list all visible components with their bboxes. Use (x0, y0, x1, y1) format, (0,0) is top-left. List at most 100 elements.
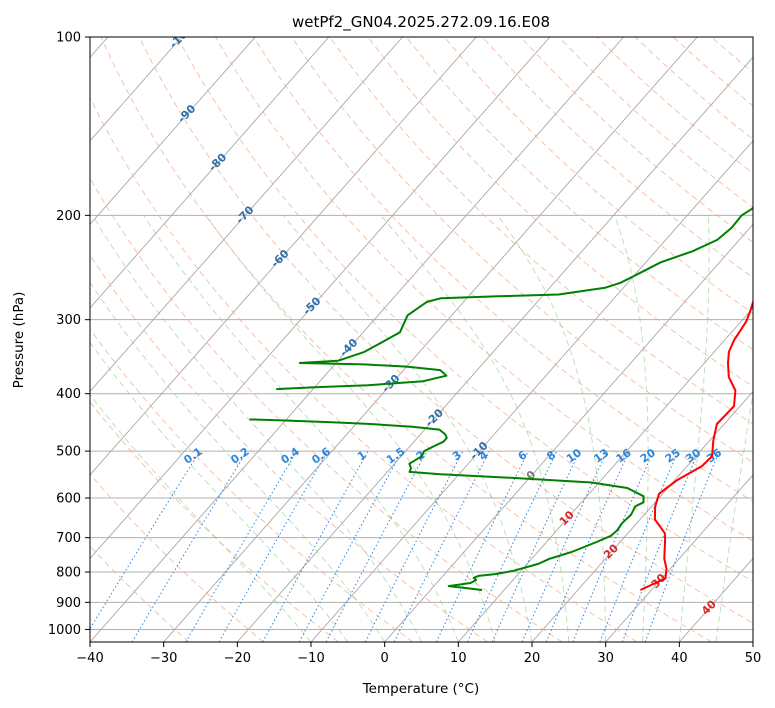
moist-adiabat (283, 215, 533, 642)
moist-adiabat (613, 215, 649, 642)
moist-adiabat (90, 281, 386, 642)
mixing-ratio-label: 10 (564, 446, 584, 466)
moist-adiabat (90, 341, 349, 642)
dry-adiabat (711, 37, 753, 74)
mixing-ratio-line (644, 450, 720, 642)
isotherm-line (90, 37, 256, 226)
dry-adiabat (405, 37, 753, 351)
x-tick-label: 20 (524, 651, 541, 666)
dry-adiabat (90, 328, 414, 642)
chart-title: wetPf2_GN04.2025.272.09.16.E08 (292, 13, 550, 32)
mixing-ratio-label: 36 (704, 446, 724, 466)
y-tick-label: 400 (56, 387, 81, 402)
x-axis-label: Temperature (°C) (362, 681, 480, 697)
y-tick-label: 800 (56, 566, 81, 581)
mixing-ratio-label: 0.2 (228, 445, 251, 467)
isotherm-line (163, 37, 698, 642)
x-tick-label: 30 (597, 651, 614, 666)
dry-adiabat (482, 37, 753, 279)
mixing-ratio-label: 1 (355, 448, 369, 463)
mixing-ratio-line (435, 450, 529, 642)
y-axis-label: Pressure (hPa) (11, 292, 27, 389)
isotherm-line (90, 37, 182, 142)
background-reference-lines (90, 37, 753, 642)
x-tick-label: −40 (76, 651, 103, 666)
mixing-ratio-label: 20 (638, 446, 658, 466)
moist-adiabat (497, 215, 607, 642)
mixing-ratio-label: 13 (591, 446, 611, 465)
mixing-ratio-labels: 0.1 0.2 0.4 0.6 1 1.5 2 3 4 6 8 10 13 16 20 25 30 36 (181, 445, 724, 467)
dry-adiabat (558, 37, 753, 209)
moist-adiabat (92, 215, 422, 642)
dry-adiabat (672, 37, 753, 107)
x-tick-label: −30 (150, 651, 177, 666)
dry-adiabat (90, 177, 563, 642)
isotherm-line (90, 37, 330, 309)
mixing-ratio-line (218, 450, 329, 642)
y-tick-label: 600 (56, 492, 81, 507)
dry-adiabat (90, 254, 488, 642)
mixing-ratio-label: 3 (450, 448, 464, 463)
mixing-ratio-label: 25 (663, 446, 683, 465)
mixing-ratio-label: 0.1 (181, 445, 204, 467)
mixing-ratio-label: 1.5 (384, 445, 407, 467)
x-tick-label: 10 (450, 651, 467, 666)
plot-frame (89, 36, 754, 643)
mixing-ratio-line (131, 450, 248, 642)
mixing-ratio-line (298, 450, 403, 642)
mixing-ratio-label: 6 (516, 448, 530, 463)
mixing-ratio-line (521, 450, 608, 642)
mixing-ratio-label: 30 (683, 446, 703, 466)
y-tick-label: 500 (56, 445, 81, 460)
moist-adiabat (380, 215, 570, 642)
dry-adiabat (100, 37, 712, 642)
y-tick-label: 200 (56, 209, 81, 224)
dry-adiabat (90, 545, 190, 642)
mixing-ratio-line (599, 450, 679, 642)
x-tick-label: 40 (671, 651, 688, 666)
dry-adiabat (520, 37, 753, 243)
mixing-ratio-line (262, 450, 369, 642)
mixing-ratio-line (393, 450, 490, 642)
mixing-ratio-label: 4 (477, 448, 491, 463)
mixing-ratio-line (572, 450, 654, 642)
isotherm-line (90, 37, 403, 393)
x-tick-label: 0 (381, 651, 389, 666)
isotherm-line (605, 474, 753, 642)
isotherm-line (90, 37, 551, 560)
isotherm-line (752, 641, 753, 642)
mixing-ratio-label: 0.6 (309, 445, 333, 467)
x-axis: −40 −30 −20 −10 0 10 20 30 40 50 (76, 642, 761, 666)
mixing-ratio-line (90, 450, 201, 630)
x-tick-label: −20 (224, 651, 251, 666)
x-tick-label: −10 (297, 651, 324, 666)
y-tick-label: 700 (56, 531, 81, 546)
dry-adiabat (90, 96, 638, 642)
isotherm-line (90, 37, 624, 642)
mixing-ratio-line (325, 450, 428, 642)
dry-adiabat (176, 37, 753, 583)
dry-adiabat (367, 37, 753, 388)
sounding-trace (249, 418, 645, 591)
dry-adiabat (90, 401, 339, 642)
moist-adiabat (678, 215, 710, 642)
moist-adiabat (143, 215, 459, 642)
mixing-ratio-line (545, 450, 630, 642)
isotherm-line (531, 390, 753, 642)
moist-adiabat (205, 215, 496, 642)
isotherm-line (384, 223, 753, 642)
mixing-ratio-line (185, 450, 298, 642)
sounding-trace (639, 299, 753, 591)
y-tick-label: 100 (56, 31, 81, 46)
mixing-ratio-line (621, 450, 699, 642)
dry-adiabat (90, 473, 264, 642)
y-tick-label: 300 (56, 313, 81, 328)
sounding-trace (276, 362, 448, 391)
moist-adiabat (715, 390, 753, 642)
moist-adiabat (90, 393, 312, 642)
dry-adiabat (291, 37, 753, 463)
dry-adiabat (634, 37, 753, 140)
isotherm-line (90, 37, 477, 476)
isotherm-line (457, 307, 753, 642)
